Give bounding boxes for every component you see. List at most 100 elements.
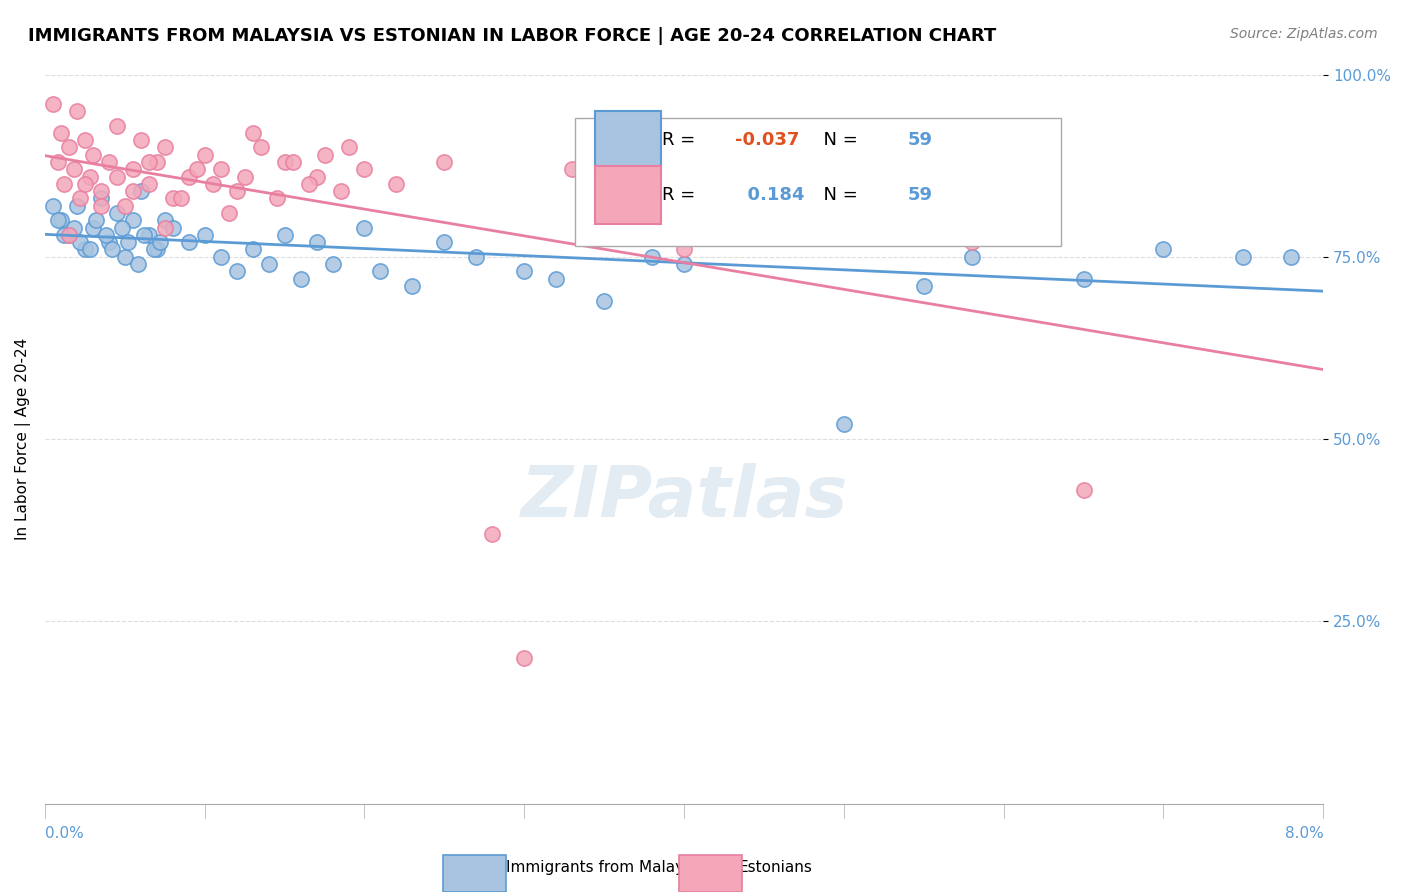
Point xyxy=(73,243,96,257)
Point xyxy=(138,177,160,191)
Point xyxy=(249,140,271,154)
Point xyxy=(370,264,392,278)
Point xyxy=(82,147,104,161)
Point xyxy=(69,235,91,250)
Point xyxy=(401,279,423,293)
Point xyxy=(153,140,176,154)
Point xyxy=(433,155,456,169)
Point xyxy=(177,169,200,184)
Point xyxy=(114,199,136,213)
Point xyxy=(84,213,107,227)
Point xyxy=(673,243,696,257)
Point xyxy=(218,206,240,220)
FancyBboxPatch shape xyxy=(595,111,661,169)
Point xyxy=(49,126,72,140)
Point xyxy=(101,243,124,257)
Point xyxy=(960,250,983,264)
Point xyxy=(90,191,112,205)
Text: -0.037: -0.037 xyxy=(735,131,800,149)
Point xyxy=(1153,243,1175,257)
Point xyxy=(170,191,193,205)
Point xyxy=(832,191,855,205)
Point xyxy=(609,133,631,147)
FancyBboxPatch shape xyxy=(595,166,661,224)
Point xyxy=(66,103,89,118)
Point xyxy=(385,177,408,191)
Text: 59: 59 xyxy=(908,186,932,203)
Point xyxy=(1279,250,1302,264)
Point xyxy=(641,250,664,264)
Point xyxy=(42,96,65,111)
Point xyxy=(46,213,69,227)
Point xyxy=(58,227,80,242)
Point xyxy=(209,162,232,177)
Point xyxy=(233,169,256,184)
Point xyxy=(117,235,139,250)
Point xyxy=(1073,271,1095,285)
Point xyxy=(105,119,128,133)
Text: 0.0%: 0.0% xyxy=(45,826,83,841)
Point xyxy=(66,199,89,213)
Point xyxy=(201,177,224,191)
Point xyxy=(337,140,360,154)
Point xyxy=(79,169,101,184)
Point xyxy=(297,177,319,191)
Point xyxy=(121,184,143,198)
Point xyxy=(153,213,176,227)
Point xyxy=(121,162,143,177)
Point xyxy=(912,279,935,293)
Point xyxy=(209,250,232,264)
Text: ZIPatlas: ZIPatlas xyxy=(520,463,848,532)
Point xyxy=(290,271,312,285)
Point xyxy=(305,169,328,184)
Point xyxy=(127,257,149,271)
Text: N =: N = xyxy=(811,131,863,149)
Point xyxy=(513,650,536,665)
Text: 8.0%: 8.0% xyxy=(1285,826,1323,841)
Point xyxy=(129,184,152,198)
Point xyxy=(314,147,336,161)
Point xyxy=(353,162,375,177)
Text: R =: R = xyxy=(662,186,702,203)
Point xyxy=(912,147,935,161)
Point xyxy=(145,243,167,257)
Text: IMMIGRANTS FROM MALAYSIA VS ESTONIAN IN LABOR FORCE | AGE 20-24 CORRELATION CHAR: IMMIGRANTS FROM MALAYSIA VS ESTONIAN IN … xyxy=(28,27,997,45)
Text: Estonians: Estonians xyxy=(738,861,813,875)
Point xyxy=(58,227,80,242)
Point xyxy=(97,235,120,250)
Point xyxy=(752,227,775,242)
Point xyxy=(593,293,616,308)
Point xyxy=(242,243,264,257)
Point xyxy=(481,526,503,541)
Point xyxy=(546,271,568,285)
Point xyxy=(266,191,288,205)
Point xyxy=(162,191,184,205)
Point xyxy=(1232,250,1254,264)
Point xyxy=(162,220,184,235)
Point xyxy=(513,264,536,278)
Point xyxy=(225,264,247,278)
Point xyxy=(177,235,200,250)
Point xyxy=(121,213,143,227)
FancyBboxPatch shape xyxy=(575,119,1062,246)
Point xyxy=(105,169,128,184)
Point xyxy=(273,155,295,169)
Point xyxy=(257,257,280,271)
Point xyxy=(110,220,132,235)
Point xyxy=(273,227,295,242)
Point xyxy=(53,227,76,242)
Point xyxy=(225,184,247,198)
Point xyxy=(69,191,91,205)
Point xyxy=(58,140,80,154)
Point xyxy=(79,243,101,257)
Y-axis label: In Labor Force | Age 20-24: In Labor Force | Age 20-24 xyxy=(15,338,31,541)
Point xyxy=(142,243,165,257)
Text: Immigrants from Malaysia: Immigrants from Malaysia xyxy=(506,861,706,875)
Text: Source: ZipAtlas.com: Source: ZipAtlas.com xyxy=(1230,27,1378,41)
Point xyxy=(138,227,160,242)
Point xyxy=(673,257,696,271)
Text: R =: R = xyxy=(662,131,702,149)
Point xyxy=(1073,483,1095,497)
Point xyxy=(129,133,152,147)
Point xyxy=(46,155,69,169)
